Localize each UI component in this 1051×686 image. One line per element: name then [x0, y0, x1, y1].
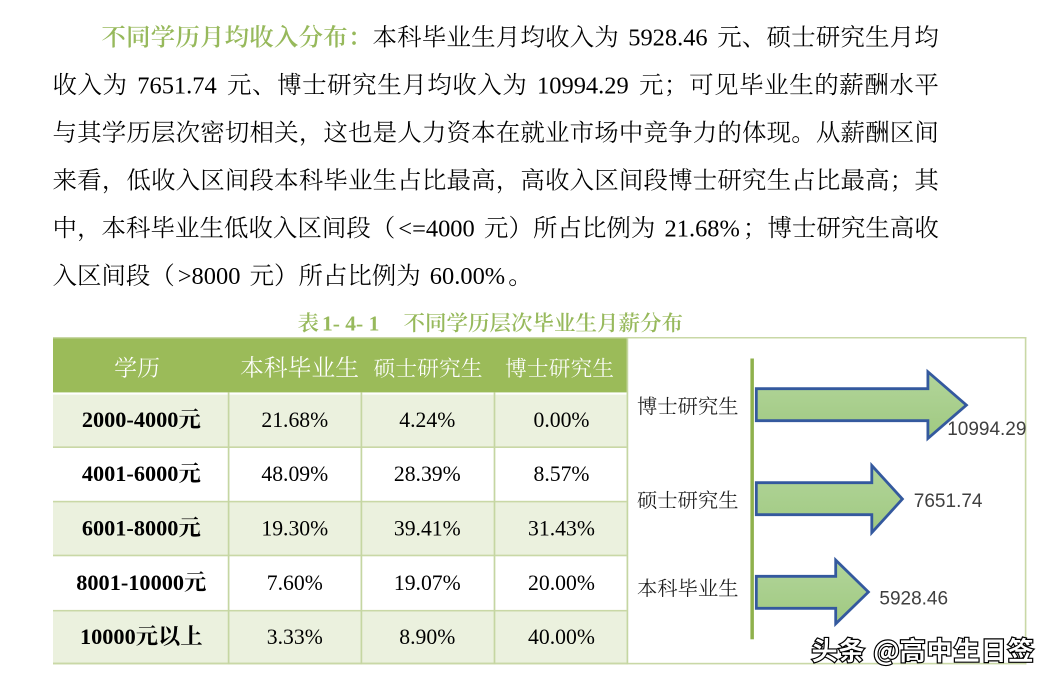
svg-text:21.68%: 21.68% [261, 408, 328, 432]
svg-text:3.33%: 3.33% [267, 625, 323, 649]
svg-text:2000-4000: 2000-4000 [82, 407, 179, 432]
svg-text:19.30%: 19.30% [261, 516, 328, 540]
svg-text:1- 4- 1: 1- 4- 1 [322, 312, 379, 336]
svg-text:8.90%: 8.90% [399, 625, 455, 649]
svg-text:28.39%: 28.39% [394, 462, 461, 486]
svg-text:10000: 10000 [80, 624, 136, 649]
svg-text:10994.29: 10994.29 [537, 72, 629, 99]
svg-text:8001-10000: 8001-10000 [76, 570, 184, 595]
svg-text:19.07%: 19.07% [394, 571, 461, 595]
svg-text:40.00%: 40.00% [528, 625, 595, 649]
svg-text:<=4000: <=4000 [398, 215, 474, 242]
svg-text:6001-8000: 6001-8000 [82, 515, 179, 540]
svg-text:7.60%: 7.60% [267, 571, 323, 595]
svg-text:0.00%: 0.00% [533, 408, 589, 432]
svg-text:8.57%: 8.57% [533, 462, 589, 486]
svg-text:10994.29: 10994.29 [947, 419, 1026, 440]
svg-text:5928.46: 5928.46 [879, 589, 948, 610]
svg-text:7651.74: 7651.74 [137, 72, 216, 99]
svg-text:4001-6000: 4001-6000 [82, 461, 179, 486]
svg-text:48.09%: 48.09% [261, 462, 328, 486]
svg-text:21.68%: 21.68% [665, 215, 740, 242]
svg-text:>8000: >8000 [178, 263, 241, 290]
svg-text:31.43%: 31.43% [528, 516, 595, 540]
svg-text:60.00%: 60.00% [430, 263, 505, 290]
svg-text:4.24%: 4.24% [399, 408, 455, 432]
svg-text:39.41%: 39.41% [394, 516, 461, 540]
svg-text:7651.74: 7651.74 [914, 491, 983, 512]
svg-text:20.00%: 20.00% [528, 571, 595, 595]
svg-text:5928.46: 5928.46 [628, 25, 707, 52]
